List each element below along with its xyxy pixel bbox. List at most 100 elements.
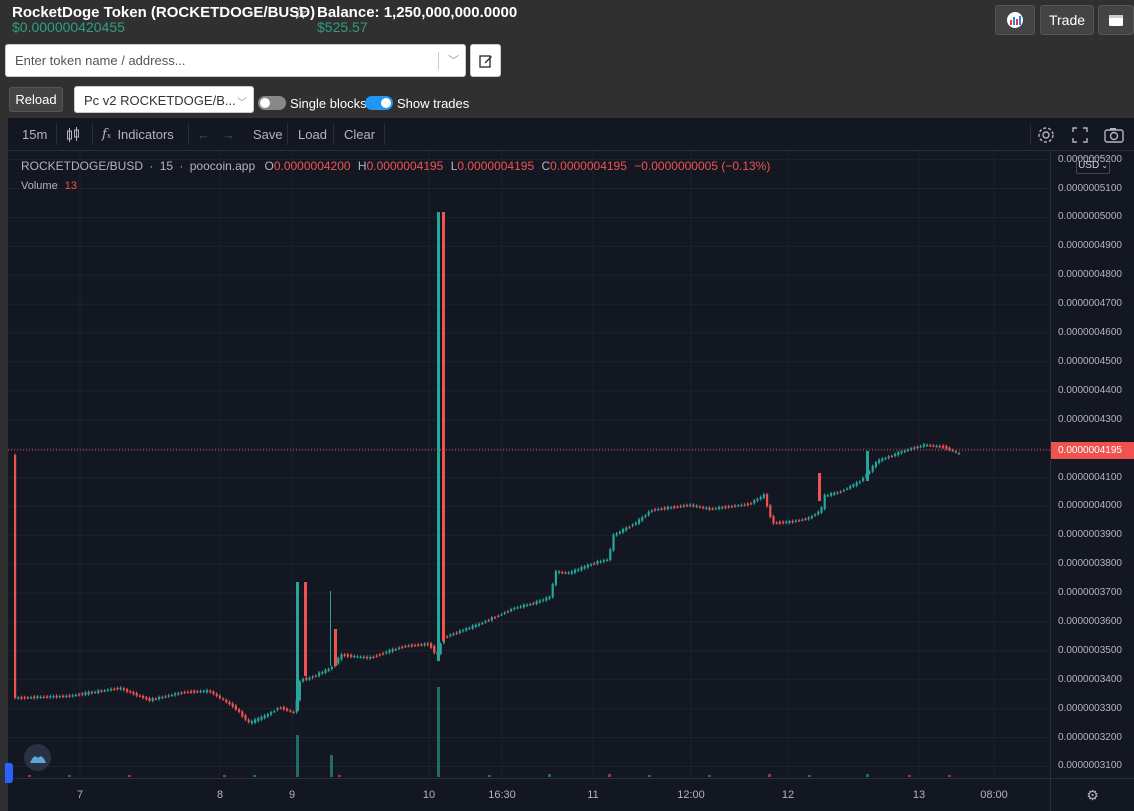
candle [650,510,653,512]
x-tick-label: 11 [587,789,599,801]
edit-button[interactable] [470,44,501,77]
candle [394,649,397,651]
candle [228,701,231,705]
chart-toolbar: 15m 𝑓ₓ Indicators ← → Save Load Clear [8,118,1134,151]
candle [113,688,116,691]
wallet-icon [1109,15,1123,26]
star-icon[interactable]: ☆ [292,3,309,23]
candle [455,632,458,634]
save-button[interactable]: Save [253,127,283,142]
candle [846,488,849,490]
clear-button[interactable]: Clear [344,127,376,142]
candle [279,707,282,709]
candle [794,520,797,522]
candle [257,718,260,722]
candle [302,678,305,682]
candle [606,559,609,561]
volume-bar [908,775,911,777]
show-trades-toggle[interactable] [365,96,393,110]
candle [164,696,167,698]
token-search[interactable]: ﹀ [5,44,466,77]
pair-select[interactable]: Pc v2 ROCKETDOGE/B... ﹀ [74,86,254,113]
candle [23,697,26,699]
candle [612,534,615,551]
gear-icon[interactable] [1037,118,1055,151]
candle [916,446,919,449]
chart-logo-button[interactable] [995,5,1035,35]
candle [740,504,743,507]
candle [62,695,65,698]
reload-button[interactable]: Reload [9,87,63,112]
candle [500,614,503,616]
currency-label: USD [1078,160,1100,171]
candle [442,212,445,641]
candle [327,668,330,671]
candle [186,691,189,694]
candle [628,527,631,529]
candle [474,624,477,627]
redo-icon[interactable]: → [222,127,235,142]
sidebar-toggle[interactable] [5,763,13,783]
interval-button[interactable]: 15m [22,127,48,142]
y-tick-label: 0.0000004000 [1058,500,1122,512]
candle [900,451,903,454]
candle [676,506,679,508]
indicators-label: Indicators [117,127,174,142]
y-tick-label: 0.0000005000 [1058,211,1122,223]
single-blocks-toggle[interactable] [258,96,286,110]
legend-high: 0.0000004195 [366,159,444,173]
candle [887,456,890,459]
price-chart[interactable] [8,151,1050,778]
currency-select[interactable]: USD ⌄ [1076,157,1110,174]
candle [122,688,125,691]
candle [929,445,932,447]
candle [484,621,487,623]
candle [644,515,647,517]
candle [801,519,804,521]
candle [49,696,52,698]
candle [340,654,343,660]
candle [526,604,529,606]
candle [170,694,173,697]
x-tick-label: 16:30 [488,789,516,801]
candle [462,630,465,632]
balance-usd: $525.57 [317,19,368,35]
candle [39,696,42,699]
chevron-down-icon[interactable]: ﹀ [448,55,459,67]
candle [958,453,961,455]
wallet-button[interactable] [1098,5,1134,35]
token-title: RocketDoge Token (ROCKETDOGE/BUSD) [12,4,316,21]
undo-icon[interactable]: ← [197,127,210,142]
candle [468,627,471,630]
price-axis[interactable]: 0.0000005200 0.0000005100 0.0000005000 0.00… [1050,151,1134,778]
candle [71,695,74,697]
y-tick-label: 0.0000003100 [1058,760,1122,772]
candle [266,714,269,717]
candle [862,477,865,481]
volume-bar [808,775,811,777]
fullscreen-icon[interactable] [1072,118,1088,151]
candle [132,692,135,695]
search-input[interactable] [6,45,426,76]
candle [698,506,701,508]
candle [119,687,122,690]
load-button[interactable]: Load [298,127,327,142]
y-tick-label: 0.0000003900 [1058,529,1122,541]
current-price-label: 0.0000004195 [1051,442,1134,460]
volume-bar [548,774,551,777]
candle [148,698,151,701]
axis-settings-icon[interactable]: ⚙ [1050,778,1134,811]
indicators-button[interactable]: 𝑓ₓ Indicators [102,118,174,151]
camera-icon[interactable] [1104,118,1124,151]
time-axis[interactable]: 7 8 9 10 16:30 11 12:00 12 13 08:00 [8,778,1050,811]
candle [874,462,877,468]
candle [778,521,781,524]
volume-bar [608,774,611,777]
trade-button[interactable]: Trade [1040,5,1094,35]
candle [743,504,746,506]
tradingview-logo-icon[interactable] [24,744,51,771]
candle [756,499,759,501]
x-tick-label: 13 [912,789,926,801]
candle-style-button[interactable] [66,118,80,151]
candle [570,571,573,574]
